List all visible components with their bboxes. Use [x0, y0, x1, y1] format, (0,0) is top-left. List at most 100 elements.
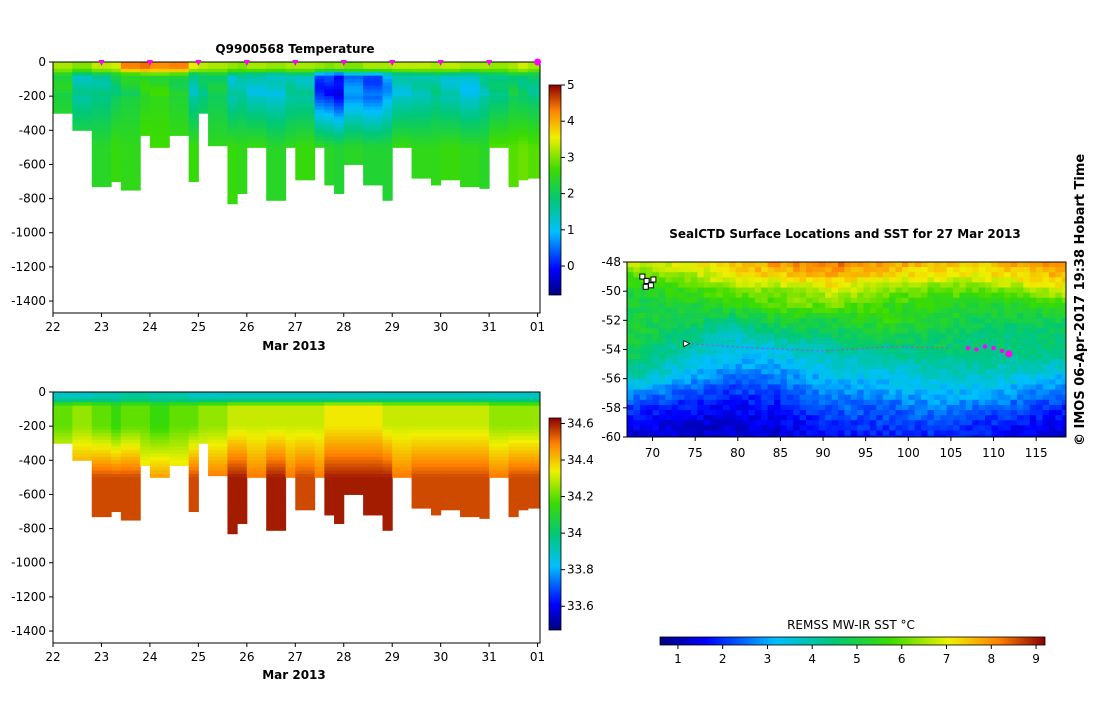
sst-cell — [997, 374, 1005, 380]
sst-cell — [921, 374, 928, 380]
profile-cell — [295, 102, 316, 107]
profile-cell — [237, 184, 248, 189]
sst-cell — [863, 282, 871, 289]
profile-cell — [479, 140, 490, 145]
sst-cell — [646, 307, 654, 314]
sst-cell — [1016, 394, 1024, 401]
sst-cell — [863, 364, 871, 370]
profile-cell — [246, 412, 267, 417]
sst-cell — [716, 328, 724, 334]
sst-cell — [761, 262, 769, 268]
sst-cell — [735, 267, 743, 273]
sst-cell — [965, 425, 973, 431]
sst-cell — [908, 399, 916, 406]
profile-cell — [246, 102, 267, 107]
sst-cell — [761, 353, 769, 360]
sst-cell — [767, 272, 775, 278]
sst-cell — [1029, 287, 1037, 294]
profile-cell — [440, 473, 461, 478]
profile-cell — [140, 113, 151, 118]
sst-cell — [748, 399, 756, 406]
profile-cell — [91, 402, 112, 407]
sst-cell — [825, 420, 833, 426]
sst-cell — [959, 425, 967, 431]
profile-cell — [382, 99, 393, 104]
sst-cell — [991, 379, 999, 385]
sst-cell — [780, 328, 788, 334]
sst-cell — [627, 302, 634, 309]
profile-cell — [460, 514, 480, 518]
sst-cell — [716, 348, 724, 355]
sst-cell — [716, 323, 724, 329]
sst-cell — [793, 435, 801, 437]
profile-cell — [411, 75, 432, 80]
profile-cell — [479, 157, 490, 162]
sst-cell — [901, 404, 909, 411]
profile-cell — [460, 126, 480, 131]
sst-cell — [754, 287, 762, 294]
sst-cell — [786, 267, 794, 273]
profile-cell — [392, 120, 413, 124]
sst-cell — [665, 323, 673, 329]
sst-cell — [940, 277, 948, 283]
sst-cell — [1036, 348, 1044, 355]
profile-cell — [285, 79, 296, 83]
profile-cell — [111, 79, 122, 83]
profile-cell — [382, 181, 393, 186]
sst-cell — [799, 379, 807, 385]
profile-cell — [411, 392, 432, 396]
profile-cell — [508, 96, 519, 101]
sst-cell — [972, 333, 980, 340]
profile-cell — [440, 113, 461, 118]
profile-cell — [440, 79, 461, 83]
profile-cell — [295, 501, 316, 506]
sst-cell — [940, 282, 948, 289]
profile-cell — [518, 106, 529, 111]
profile-cell — [246, 453, 267, 458]
sst-cell — [780, 333, 788, 340]
profile-cell — [314, 392, 325, 396]
profile-cell — [120, 491, 141, 495]
sst-cell — [1042, 302, 1050, 309]
sst-cell — [652, 297, 660, 304]
sst-cell — [1029, 313, 1037, 319]
sst-cell — [722, 358, 730, 365]
profile-cell — [237, 405, 248, 410]
sst-cell — [780, 353, 788, 360]
profile-cell — [208, 89, 228, 94]
sst-cell — [959, 277, 967, 283]
sst-cell — [684, 353, 692, 360]
sst-cell — [850, 364, 858, 370]
profile-cell — [227, 484, 238, 489]
profile-cell — [295, 161, 316, 165]
profile-cell — [334, 178, 345, 183]
profile-cell — [149, 137, 170, 142]
profile-cell — [295, 453, 316, 458]
profile-cell — [120, 72, 141, 77]
profile-cell — [518, 62, 529, 66]
sst-cell — [774, 415, 781, 421]
profile-cell — [246, 467, 267, 472]
profile-cell — [169, 79, 190, 83]
colorbar-tick-label: 1 — [567, 223, 575, 237]
profile-cell — [479, 147, 490, 152]
profile-cell — [440, 456, 461, 461]
profile-cell — [53, 62, 73, 66]
sst-cell — [722, 394, 730, 401]
profile-cell — [111, 422, 122, 427]
sst-cell — [882, 272, 890, 278]
sst-cell — [978, 287, 986, 294]
sst-cell — [946, 404, 954, 411]
profile-cell — [285, 106, 296, 111]
sst-cell — [1055, 374, 1063, 380]
sst-cell — [1061, 313, 1066, 319]
sst-cell — [627, 353, 634, 360]
sst-cell — [678, 277, 686, 283]
profile-column — [314, 392, 325, 478]
sst-cell — [652, 307, 660, 314]
sst-cell — [703, 307, 711, 314]
sst-cell — [991, 267, 999, 273]
y-tick-label: -1200 — [11, 590, 46, 604]
sst-cell — [908, 404, 916, 411]
profile-cell — [237, 518, 248, 523]
